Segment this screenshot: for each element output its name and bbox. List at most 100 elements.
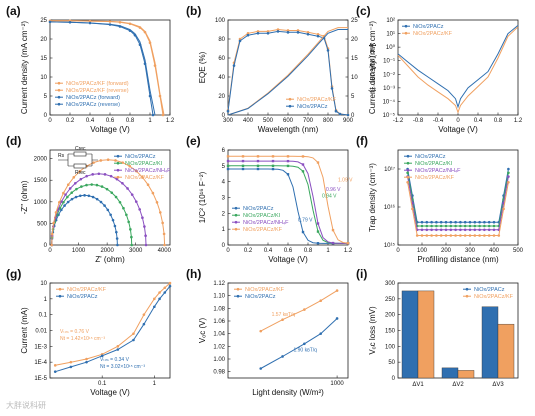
y-tick-label: 5 <box>351 94 355 100</box>
y-tick-label: 5 <box>222 164 226 170</box>
legend-entry: NiOx/2PACz/KF <box>474 294 514 300</box>
series-2-point <box>459 228 462 232</box>
x-tick-label: 0.4 <box>86 118 95 124</box>
nyquist-3-point <box>72 176 76 179</box>
nyquist-2-point <box>103 173 107 176</box>
nyquist-0-point <box>103 204 106 207</box>
y-tick-label: 5 <box>44 94 48 100</box>
x-tick-label: 3000 <box>129 248 143 254</box>
series-3-point <box>439 234 443 237</box>
panel-f: (f) Profilling distance (nm) Trap density … <box>356 134 524 264</box>
series-2-point <box>463 228 467 232</box>
nyquist-2-point <box>60 200 63 203</box>
y-tick-label: 1 <box>44 297 48 303</box>
series-0-point <box>116 345 120 348</box>
watermark-text: 大胖说科研 <box>6 400 46 410</box>
legend-marker <box>234 220 238 224</box>
series-0-line <box>397 25 519 109</box>
series-1-point <box>53 370 57 373</box>
nyquist-1-point <box>75 187 78 191</box>
x-tick-label: 900 <box>343 118 354 124</box>
legend-marker <box>406 161 410 165</box>
legend-entry: NiOx/2PACz/KI <box>415 161 453 167</box>
panel-a: (a) Voltage (V) Current density (mA cm⁻²) 0… <box>6 4 175 134</box>
legend-marker <box>465 294 469 298</box>
legend-marker <box>116 154 120 158</box>
x-tick-label: 0.8 <box>126 118 135 124</box>
y-tick-label: 0 <box>222 113 226 119</box>
series-0-point <box>53 364 57 367</box>
nyquist-3-point <box>54 211 58 214</box>
series-1-point <box>492 224 496 228</box>
legend-marker <box>57 102 61 106</box>
x-tick-label: 0 <box>456 118 460 124</box>
nyquist-3-point <box>128 164 132 168</box>
series-2-point <box>301 163 305 166</box>
series-3-point <box>415 234 419 237</box>
panel-label: (f) <box>356 134 368 148</box>
legend-entry: NiOx/2PACz/NH₄F <box>243 220 289 226</box>
nyquist-1-point <box>122 206 125 210</box>
panel-d: (d) Z' (ohm) -Z'' (ohm) 0 1000 2000 3000 4000 0 5… <box>6 134 172 264</box>
circuit-capacitor <box>73 151 87 157</box>
circuit-rs-label: Rs <box>58 153 65 159</box>
series-1-point <box>153 305 156 309</box>
y-tick-label: 2000 <box>34 157 48 163</box>
series-1-point <box>286 164 290 168</box>
y-tick-label: 10 <box>40 281 47 287</box>
series-3-line <box>227 29 348 116</box>
series-2-point <box>435 228 438 232</box>
series-1-point <box>69 365 73 369</box>
legend-entry: NiOx/2PACz/KF (reverse) <box>66 88 129 94</box>
y-tick-label: 15 <box>40 56 47 62</box>
series-2-line <box>407 176 509 231</box>
y-axis-label: Current (mA) <box>20 307 29 354</box>
legend-marker <box>404 31 408 35</box>
series-1-point <box>226 164 230 168</box>
series-0-point <box>335 289 339 292</box>
series-0-line <box>407 168 509 223</box>
series-0-point <box>256 167 260 171</box>
category-label: ΔV2 <box>452 382 464 388</box>
panel-e: (e) Voltage (V) 1/C² (10¹⁶ F⁻²) 0 0.2 0.4 0.6 0… <box>186 134 353 264</box>
vbi-annotation: 0.96 V <box>326 187 341 193</box>
panel-label: (b) <box>186 4 201 18</box>
nyquist-1-point <box>110 191 114 194</box>
series-3-point <box>483 234 486 237</box>
series-0-point <box>449 220 453 224</box>
panel-h: (h) Light density (W/m²) Vₒᴄ (V) 1000 0.98 1.… <box>186 267 349 397</box>
nyquist-0-point <box>113 224 117 228</box>
plot-frame <box>227 282 349 379</box>
y-tick-label: 0 <box>351 113 355 119</box>
series-0-point <box>478 220 481 224</box>
y-tick-label: 1.04 <box>213 332 225 338</box>
y-tick-label: 100 <box>385 344 396 350</box>
series-3-point <box>449 234 453 237</box>
series-1-point <box>163 291 167 294</box>
tfl-annotation: Nt = 3.02×10¹⁵ cm⁻³ <box>100 364 145 370</box>
series-0-point <box>473 220 477 224</box>
y-tick-label: 25 <box>40 18 47 24</box>
series-1-point <box>463 224 467 228</box>
nyquist-0-point <box>63 204 66 207</box>
nyquist-2-point <box>79 177 83 181</box>
series-2-point <box>449 228 453 232</box>
panel-label: (h) <box>186 267 201 281</box>
series-1-point <box>168 284 172 288</box>
legend-marker <box>58 294 62 298</box>
series-1-point <box>430 224 433 228</box>
series-0-point <box>319 299 323 303</box>
nyquist-3-point <box>78 169 82 173</box>
y-tick-label: 1.12 <box>213 281 225 287</box>
series-3-line <box>49 21 156 116</box>
series-3-point <box>502 207 505 211</box>
y-tick-label: 0 <box>44 113 48 119</box>
series-2-point <box>430 228 433 232</box>
x-tick-label: 1 <box>153 381 157 387</box>
y-tick-label: 10¹⁵ <box>384 242 396 249</box>
legend-entry: NiOx/2PACz/KF <box>67 287 107 293</box>
nyquist-3-point <box>62 191 65 195</box>
y-tick-label: 10⁰ <box>386 44 396 51</box>
nyquist-2-point <box>126 187 129 190</box>
y-axis-label: Trap density (cm⁻³) <box>368 163 377 232</box>
